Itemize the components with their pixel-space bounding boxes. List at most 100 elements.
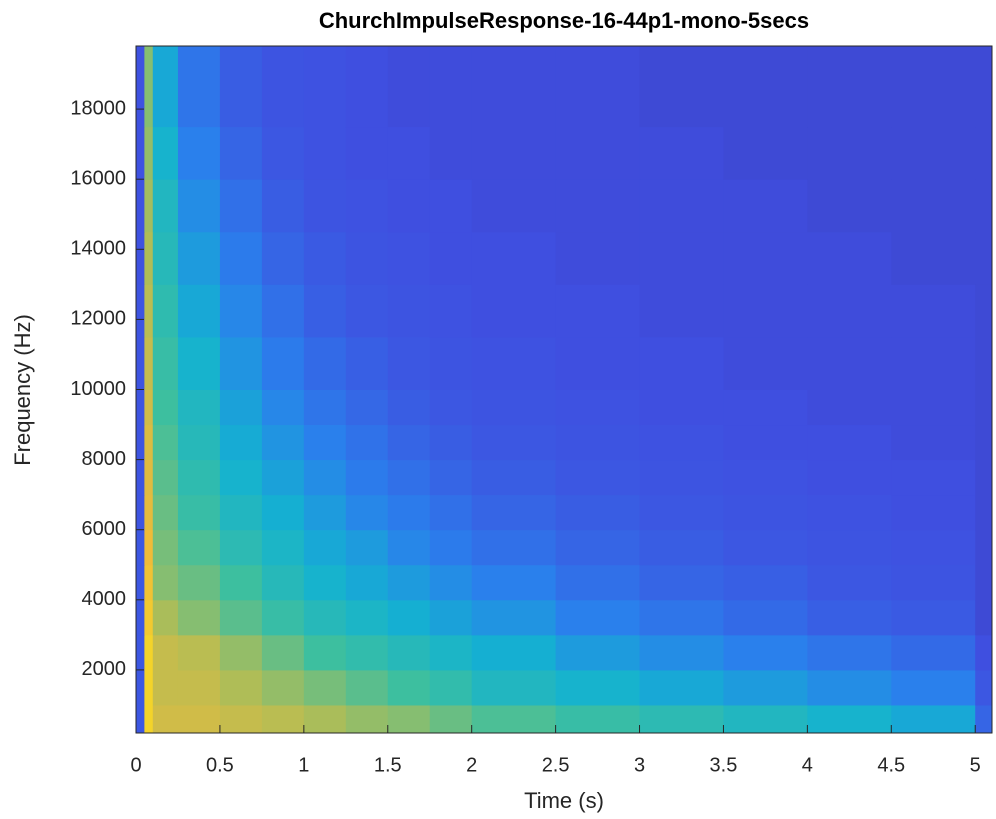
spectrogram-cell xyxy=(219,126,263,180)
spectrogram-cell xyxy=(136,126,145,180)
spectrogram-cell xyxy=(345,599,389,636)
y-tick-label: 8000 xyxy=(82,448,127,470)
spectrogram-cell xyxy=(261,564,305,601)
spectrogram-cell xyxy=(144,494,154,531)
spectrogram-cell xyxy=(639,669,724,706)
spectrogram-cell xyxy=(136,46,145,128)
spectrogram-cell xyxy=(136,336,145,390)
spectrogram-cell xyxy=(807,599,892,636)
spectrogram-cell xyxy=(639,284,724,338)
spectrogram-cell xyxy=(555,424,641,461)
spectrogram-cell xyxy=(975,231,993,285)
spectrogram-cell xyxy=(303,459,347,496)
spectrogram-cell xyxy=(144,424,154,461)
y-tick-label: 14000 xyxy=(70,238,126,260)
spectrogram-cell xyxy=(144,459,154,496)
spectrogram-cell xyxy=(723,529,808,566)
spectrogram-cell xyxy=(471,424,557,461)
spectrogram-cell xyxy=(136,494,145,531)
spectrogram-cell xyxy=(387,494,431,531)
spectrogram-cell xyxy=(639,389,724,426)
spectrogram-cell xyxy=(471,564,557,601)
spectrogram-cell xyxy=(152,599,179,636)
spectrogram-cell xyxy=(387,179,431,233)
x-tick-label: 2.5 xyxy=(542,754,570,776)
spectrogram-cell xyxy=(975,126,993,180)
spectrogram-cell xyxy=(891,126,976,180)
spectrogram-cell xyxy=(261,459,305,496)
spectrogram-cell xyxy=(345,46,389,128)
spectrogram-cell xyxy=(975,599,993,636)
spectrogram-cell xyxy=(975,179,993,233)
spectrogram-cell xyxy=(807,459,892,496)
spectrogram-cell xyxy=(471,704,557,734)
spectrogram-cell xyxy=(136,284,145,338)
spectrogram-cell xyxy=(152,179,179,233)
spectrogram-cell xyxy=(177,46,221,128)
spectrogram-cell xyxy=(639,179,724,233)
spectrogram-cell xyxy=(177,336,221,390)
spectrogram-cell xyxy=(807,704,892,734)
x-axis-label: Time (s) xyxy=(524,788,604,813)
spectrogram-cell xyxy=(429,46,473,128)
x-tick-label: 1 xyxy=(298,754,309,776)
spectrogram-cell xyxy=(471,126,557,180)
spectrogram-cell xyxy=(177,231,221,285)
spectrogram-cell xyxy=(303,179,347,233)
spectrogram-cell xyxy=(152,336,179,390)
spectrogram-cell xyxy=(219,494,263,531)
spectrogram-cell xyxy=(891,529,976,566)
spectrogram-cell xyxy=(639,494,724,531)
spectrogram-cell xyxy=(345,284,389,338)
spectrogram-cell xyxy=(387,46,431,128)
spectrogram-cell xyxy=(261,494,305,531)
x-tick-label: 0 xyxy=(130,754,141,776)
spectrogram-cell xyxy=(975,284,993,338)
spectrogram-cell xyxy=(555,529,641,566)
x-tick-label: 1.5 xyxy=(374,754,402,776)
x-tick-label: 2 xyxy=(466,754,477,776)
spectrogram-cell xyxy=(345,389,389,426)
x-tick-label: 0.5 xyxy=(206,754,234,776)
spectrogram-cell xyxy=(723,564,808,601)
spectrogram-cell xyxy=(975,459,993,496)
spectrogram-cell xyxy=(152,529,179,566)
spectrogram-cell xyxy=(891,336,976,390)
spectrogram-cell xyxy=(261,424,305,461)
spectrogram-cell xyxy=(471,459,557,496)
spectrogram-cell xyxy=(345,704,389,734)
spectrogram-cell xyxy=(303,704,347,734)
spectrogram-cell xyxy=(219,46,263,128)
spectrogram-cell xyxy=(177,669,221,706)
spectrogram-cell xyxy=(555,126,641,180)
spectrogram-cell xyxy=(136,529,145,566)
spectrogram-cell xyxy=(144,599,154,636)
spectrogram-cell xyxy=(555,231,641,285)
spectrogram-cell xyxy=(144,231,154,285)
spectrogram-cell xyxy=(144,634,154,671)
spectrogram-cell xyxy=(723,336,808,390)
spectrogram-cell xyxy=(891,424,976,461)
spectrogram-cell xyxy=(219,634,263,671)
spectrogram-cell xyxy=(219,336,263,390)
spectrogram-cell xyxy=(177,389,221,426)
spectrogram-cell xyxy=(144,46,154,128)
y-tick-label: 16000 xyxy=(70,167,126,189)
spectrogram-cell xyxy=(219,599,263,636)
spectrogram-cell xyxy=(177,634,221,671)
spectrogram-cell xyxy=(723,389,808,426)
spectrogram-cell xyxy=(152,231,179,285)
spectrogram-cell xyxy=(303,529,347,566)
spectrogram-cell xyxy=(303,389,347,426)
spectrogram-cell xyxy=(891,494,976,531)
spectrogram-cell xyxy=(807,634,892,671)
spectrogram-cell xyxy=(303,634,347,671)
spectrogram-cell xyxy=(807,424,892,461)
spectrogram-cell xyxy=(303,494,347,531)
spectrogram-cell xyxy=(471,46,557,128)
spectrogram-cell xyxy=(261,389,305,426)
spectrogram-cell xyxy=(555,46,641,128)
spectrogram-cell xyxy=(387,704,431,734)
spectrogram-cell xyxy=(891,459,976,496)
spectrogram-cell xyxy=(975,389,993,426)
